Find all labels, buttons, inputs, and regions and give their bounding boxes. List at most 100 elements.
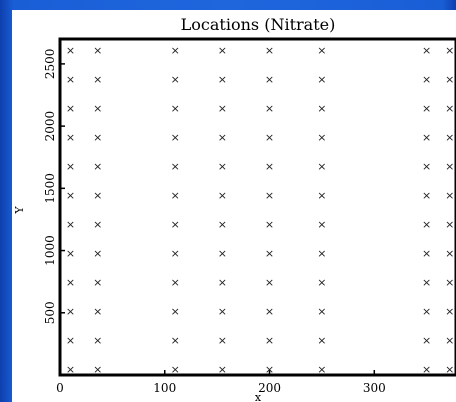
data-point: × (317, 305, 326, 318)
scatter-chart: Locations (Nitrate) 0 100 200 300 500 1000 15… (13, 15, 456, 402)
data-point: × (422, 247, 431, 260)
data-point: × (171, 189, 180, 202)
data-point: × (93, 189, 102, 202)
data-point: × (171, 334, 180, 347)
data-point: × (66, 73, 75, 86)
data-point: × (171, 44, 180, 57)
data-point: × (317, 160, 326, 173)
data-point: × (218, 102, 227, 115)
data-point: × (317, 247, 326, 260)
data-point: × (66, 276, 75, 289)
data-point: × (218, 334, 227, 347)
data-point: × (445, 218, 454, 231)
data-point: × (66, 102, 75, 115)
data-point: × (445, 44, 454, 57)
data-point: × (218, 189, 227, 202)
y-tick-label: 2000 (43, 111, 57, 142)
y-tick-label: 500 (43, 301, 57, 324)
data-point: × (66, 305, 75, 318)
data-point: × (171, 131, 180, 144)
data-point: × (265, 160, 274, 173)
data-point: × (445, 102, 454, 115)
data-point: × (317, 334, 326, 347)
data-point: × (218, 160, 227, 173)
plot-frame (58, 37, 456, 377)
data-point: × (445, 247, 454, 260)
y-tick-label: 1500 (43, 173, 57, 204)
data-point: × (171, 160, 180, 173)
data-point: × (317, 44, 326, 57)
data-point: × (317, 276, 326, 289)
data-point: × (265, 102, 274, 115)
data-point: × (445, 189, 454, 202)
data-point: × (317, 218, 326, 231)
data-point: × (66, 247, 75, 260)
data-point: × (171, 218, 180, 231)
data-point: × (317, 189, 326, 202)
y-tick-label: 2500 (43, 49, 57, 80)
data-point: × (265, 189, 274, 202)
x-tick-label: 100 (153, 381, 176, 395)
data-point: × (218, 305, 227, 318)
data-point: × (422, 334, 431, 347)
data-point: × (422, 131, 431, 144)
x-axis: 0 100 200 300 (56, 370, 386, 395)
data-point: × (317, 363, 326, 376)
data-point: × (218, 73, 227, 86)
data-point: × (93, 102, 102, 115)
data-point: × (265, 305, 274, 318)
data-point: × (422, 44, 431, 57)
data-point: × (422, 305, 431, 318)
x-tick-label: 0 (56, 381, 64, 395)
x-tick-label: 300 (363, 381, 386, 395)
x-tick-label: 200 (258, 381, 281, 395)
data-point: × (422, 218, 431, 231)
data-point: × (265, 73, 274, 86)
x-axis-label: x (255, 391, 262, 402)
data-point: × (445, 334, 454, 347)
data-point: × (265, 247, 274, 260)
data-point: × (93, 363, 102, 376)
data-point: × (265, 44, 274, 57)
data-point: × (218, 363, 227, 376)
data-point: × (265, 334, 274, 347)
data-point: × (171, 363, 180, 376)
data-point: × (422, 363, 431, 376)
data-point: × (218, 247, 227, 260)
data-point: × (445, 363, 454, 376)
data-point: × (93, 131, 102, 144)
data-point: × (66, 189, 75, 202)
data-point: × (66, 44, 75, 57)
data-point: × (422, 73, 431, 86)
data-point: × (93, 44, 102, 57)
chart-panel: Locations (Nitrate) 0 100 200 300 500 1000 15… (12, 10, 456, 402)
data-point: × (93, 247, 102, 260)
data-point: × (171, 102, 180, 115)
data-point: × (66, 131, 75, 144)
data-point: × (317, 73, 326, 86)
data-point: × (317, 131, 326, 144)
data-point: × (422, 102, 431, 115)
data-point: × (218, 276, 227, 289)
data-point: × (317, 102, 326, 115)
chart-title: Locations (Nitrate) (181, 15, 336, 34)
data-point: × (265, 131, 274, 144)
data-point: × (422, 160, 431, 173)
y-axis: 500 1000 1500 2000 2500 (43, 49, 65, 324)
data-point: × (171, 73, 180, 86)
data-point: × (171, 305, 180, 318)
y-tick-label: 1000 (43, 235, 57, 266)
data-point: × (218, 44, 227, 57)
data-point: × (93, 305, 102, 318)
data-point: × (265, 363, 274, 376)
data-point: × (422, 189, 431, 202)
data-point: × (66, 334, 75, 347)
data-point: × (445, 305, 454, 318)
data-point: × (445, 131, 454, 144)
data-point: × (218, 131, 227, 144)
data-points: × × × × × × × × × × × × × × × × × × × × × × × × × × × × × × × × × × × × × × × ×… (66, 44, 454, 376)
data-point: × (93, 160, 102, 173)
data-point: × (171, 247, 180, 260)
data-point: × (265, 276, 274, 289)
data-point: × (66, 218, 75, 231)
